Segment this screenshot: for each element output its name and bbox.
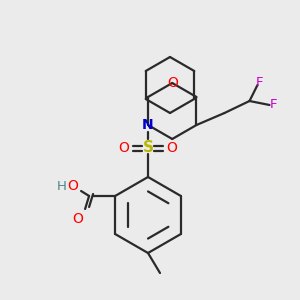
Text: H: H [57, 179, 67, 193]
Text: O: O [73, 212, 83, 226]
Text: O: O [167, 76, 178, 90]
Text: O: O [167, 141, 177, 155]
Text: F: F [270, 98, 277, 112]
Text: O: O [68, 179, 79, 193]
Text: F: F [256, 76, 263, 88]
Text: S: S [142, 140, 154, 154]
Text: N: N [142, 118, 154, 132]
Text: O: O [118, 141, 129, 155]
